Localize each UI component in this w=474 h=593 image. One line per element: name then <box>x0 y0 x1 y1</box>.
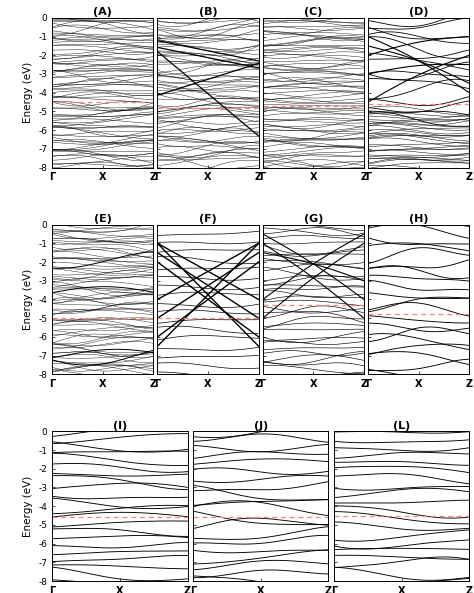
Y-axis label: Energy (eV): Energy (eV) <box>23 62 33 123</box>
Title: (H): (H) <box>409 213 428 224</box>
Y-axis label: Energy (eV): Energy (eV) <box>23 476 33 537</box>
Title: (B): (B) <box>199 7 218 17</box>
Title: (C): (C) <box>304 7 322 17</box>
Title: (E): (E) <box>94 213 112 224</box>
Title: (D): (D) <box>409 7 428 17</box>
Title: (L): (L) <box>393 420 410 431</box>
Title: (I): (I) <box>113 420 127 431</box>
Y-axis label: Energy (eV): Energy (eV) <box>23 269 33 330</box>
Title: (A): (A) <box>93 7 112 17</box>
Title: (J): (J) <box>254 420 268 431</box>
Title: (G): (G) <box>304 213 323 224</box>
Title: (F): (F) <box>199 213 217 224</box>
